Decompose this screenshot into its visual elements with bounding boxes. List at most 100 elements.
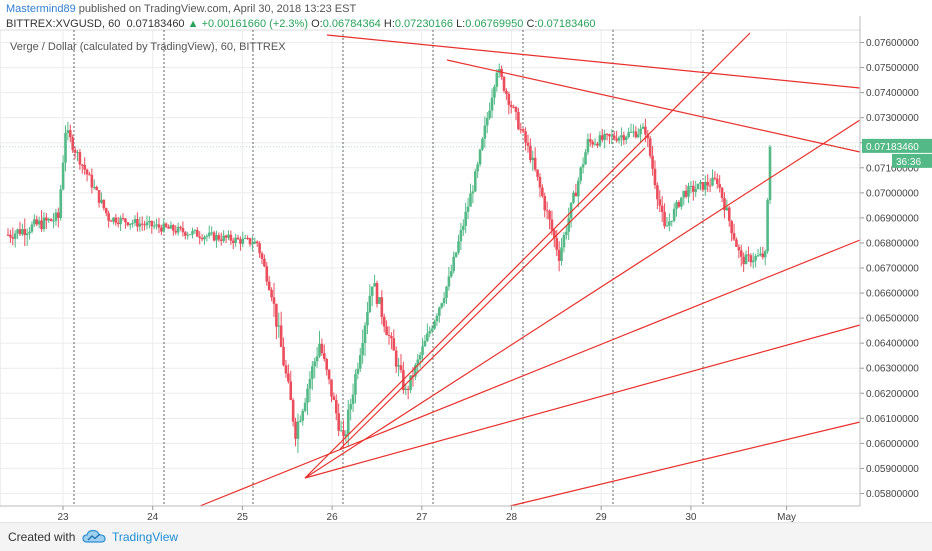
close-value: 0.07183460 [537,18,596,30]
trendline[interactable] [304,119,861,479]
candle-body [545,210,549,212]
trendlines[interactable] [199,32,861,507]
candle-body [610,135,614,137]
candle-body [723,197,726,211]
candle-body [104,208,108,214]
y-tick-label: 0.06300000 [866,364,919,375]
trendline[interactable] [446,59,861,153]
candle-body [210,232,213,234]
y-tick-label: 0.07400000 [866,88,919,99]
candle-body [385,326,388,335]
candlestick-chart[interactable]: 0.05800000 0.05900000 0.06000000 0.06100000… [0,0,932,522]
y-tick-label: 0.06900000 [866,213,919,224]
candle-body [569,202,573,219]
candle-body [680,197,683,207]
candle-body [675,202,678,209]
candle-body [452,256,455,272]
candle-body [313,361,317,367]
candle-body [517,112,520,130]
trendline[interactable] [509,421,861,507]
trendline[interactable] [304,32,751,479]
candle-body [701,181,705,190]
candle-body [97,190,101,203]
candle-body [732,233,736,240]
candle-body [275,303,278,327]
candle-body [538,176,542,188]
price-axis[interactable]: 0.05800000 0.05900000 0.06000000 0.06100000… [0,16,932,506]
open-label: O: [311,18,323,30]
trendline[interactable] [326,34,861,89]
y-tick-label: 0.06700000 [866,264,919,275]
candle-body [421,346,424,355]
candle-body [30,224,34,232]
candle-body [323,353,326,359]
y-tick-label: 0.06100000 [866,414,919,425]
candle-body [485,118,489,126]
candle-body [145,222,149,226]
author-link[interactable]: Mastermind89 [6,3,76,15]
candle-body [761,253,765,258]
candle-body [433,321,436,329]
candle-body [241,238,245,244]
candle-body [665,225,669,227]
candle-body [18,229,22,235]
candle-body [16,229,19,234]
candle-body [399,365,403,371]
candle-body [476,164,479,172]
candle-body [349,404,352,410]
candle-body [505,90,508,94]
candle-body [428,331,432,334]
candle-body [282,346,285,366]
candle-body [373,283,376,287]
candle-body [294,421,297,439]
candle-body [248,238,252,245]
candle-body [502,76,506,91]
candle-body [481,138,484,150]
candle-body [600,135,604,140]
candle-body [131,222,134,224]
candle-body [150,220,154,227]
symbol-label: BITTREX:XVGUSD, 60 [6,18,121,30]
candle-body [759,253,762,256]
candle-body [126,222,130,226]
y-tick-label: 0.06200000 [866,389,919,400]
candle-body [454,252,458,257]
candle-body [239,239,242,244]
candle-body [380,297,384,317]
candle-body [720,187,724,198]
tradingview-brand[interactable]: TradingView [112,530,179,544]
candle-body [116,222,120,225]
candle-body [617,137,621,141]
candle-body [334,399,338,414]
candle-body [109,220,113,222]
candle-body [325,358,328,370]
candle-body [140,223,144,225]
trendline[interactable] [199,239,861,507]
time-axis[interactable]: 23 24 25 26 27 28 29 30 May [0,505,860,522]
candle-body [526,142,530,146]
candle-body [636,134,640,138]
candle-body [418,354,422,360]
candle-body [112,217,115,222]
chart-title: Verge / Dollar (calculated by TradingVie… [10,41,286,53]
candle-body [704,181,707,190]
candle-body [447,276,451,287]
x-tick-label: May [777,512,796,522]
candle-body [188,234,192,236]
trendline[interactable] [339,147,646,450]
candle-body [668,221,671,226]
x-tick-label: 24 [147,512,159,522]
candle-body [593,143,597,145]
candle-body [766,200,769,252]
candle-body [648,138,652,156]
x-tick-label: 30 [685,512,697,522]
candle-body [339,430,343,432]
candle-body [768,146,772,201]
trendline[interactable] [304,324,861,479]
candle-body [330,379,333,397]
candle-body [536,169,539,177]
candle-body [560,247,563,261]
candle-body [315,356,319,362]
candle-body [572,192,575,203]
candle-body [708,185,712,187]
